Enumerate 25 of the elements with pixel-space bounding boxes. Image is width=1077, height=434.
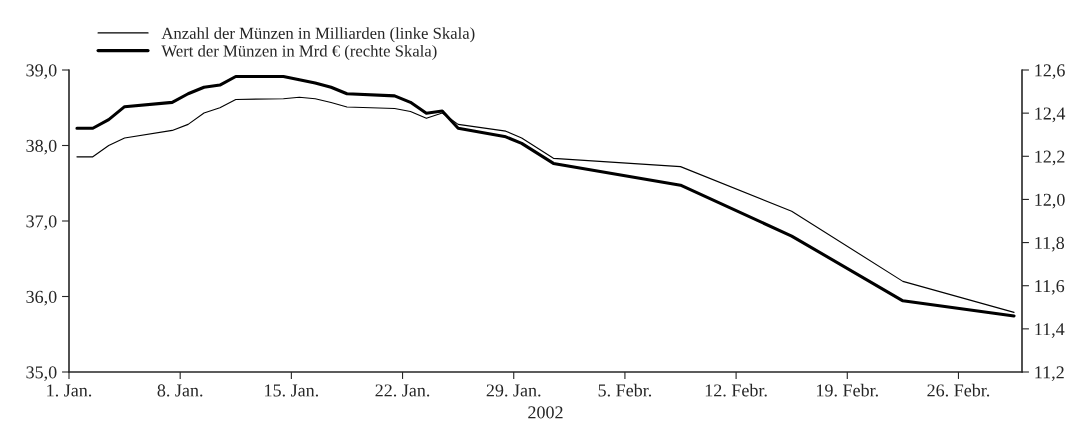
x-tick-label: 12. Febr.	[705, 383, 767, 397]
y-tick-label: 38,0	[26, 139, 57, 155]
y2-tick-label: 12,2	[1035, 150, 1065, 166]
x-axis-title: 2002	[528, 406, 563, 419]
y2-tick-label: 12,6	[1035, 64, 1065, 80]
x-tick-label: 1. Jan.	[47, 384, 92, 397]
y2-tick-label: 11,8	[1035, 236, 1065, 252]
x-tick-label: 19. Febr.	[817, 383, 878, 397]
legend-label: Anzahl der Münzen in Milliarden (linke Skala)	[161, 27, 475, 43]
y2-tick-label: 12,0	[1035, 193, 1065, 209]
y-tick-label: 35,0	[26, 366, 57, 382]
y-tick-label: 39,0	[26, 64, 57, 80]
legend-label: Wert der Münzen in Mrd € (rechte Skala)	[161, 44, 437, 60]
x-tick-label: 26. Febr.	[927, 383, 990, 397]
x-tick-label: 29. Jan.	[486, 384, 541, 397]
x-tick-label: 22. Jan.	[375, 384, 430, 397]
x-tick-label: 15. Jan.	[265, 384, 319, 397]
y-tick-label: 37,0	[26, 215, 57, 231]
y-tick-label: 36,0	[26, 290, 57, 306]
y2-tick-label: 11,6	[1035, 280, 1065, 295]
x-tick-label: 8. Jan.	[157, 384, 203, 397]
y2-tick-label: 11,2	[1035, 366, 1064, 382]
y2-tick-label: 12,4	[1035, 107, 1066, 123]
x-tick-label: 5. Febr.	[598, 383, 652, 397]
y2-tick-label: 11,4	[1035, 323, 1065, 338]
